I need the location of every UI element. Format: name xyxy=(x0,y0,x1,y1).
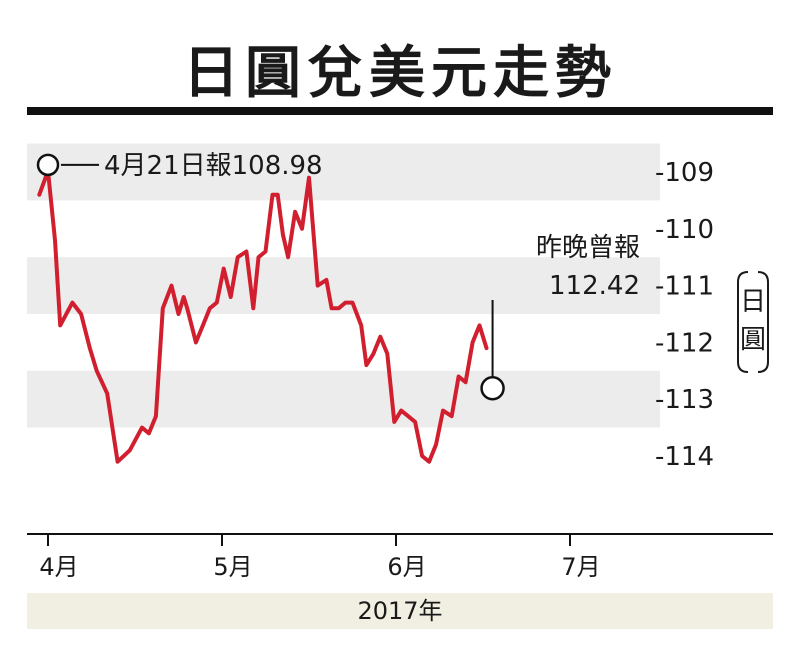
y-tick-label: -111 xyxy=(655,272,714,302)
paren-close xyxy=(757,271,769,373)
unit-char: 圓 xyxy=(740,325,766,355)
grid-band xyxy=(27,143,660,201)
start-label: 4月21日報108.98 xyxy=(104,151,323,181)
grid-band xyxy=(27,370,660,428)
series-line xyxy=(37,168,489,464)
series-layer xyxy=(37,168,489,464)
grid-band xyxy=(27,314,660,371)
grid-bands xyxy=(27,143,660,485)
start-marker xyxy=(36,153,60,177)
y-tick-label: -113 xyxy=(655,385,714,415)
end-label-line1: 昨晚曾報 xyxy=(536,233,640,263)
x-tick-label: 6月 xyxy=(387,553,426,581)
y-axis-ticks: -109 -110 -111 -112 -113 -114 xyxy=(655,158,714,472)
title-rule xyxy=(27,107,773,115)
unit-char: 日 xyxy=(740,287,766,317)
grid-band xyxy=(27,200,660,258)
chart-title: 日圓兌美元走勢 xyxy=(183,40,617,106)
y-tick-label: -114 xyxy=(655,442,714,472)
end-marker xyxy=(480,376,505,401)
x-tick-label: 7月 xyxy=(561,553,600,581)
year-label: 2017年 xyxy=(27,593,773,629)
x-axis-ticks: 4月 5月 6月 7月 xyxy=(39,534,601,581)
y-tick-label: -109 xyxy=(655,158,714,188)
grid-band xyxy=(27,427,660,485)
x-tick-label: 5月 xyxy=(213,553,252,581)
y-tick-label: -110 xyxy=(655,215,714,245)
paren-open xyxy=(737,271,749,373)
x-tick-label: 4月 xyxy=(39,553,78,581)
annotations: 4月21日報108.98 昨晚曾報 112.42 xyxy=(36,151,640,401)
y-unit-label: 日圓 xyxy=(737,271,769,373)
y-tick-label: -112 xyxy=(655,328,714,358)
end-label-line2: 112.42 xyxy=(549,271,640,301)
